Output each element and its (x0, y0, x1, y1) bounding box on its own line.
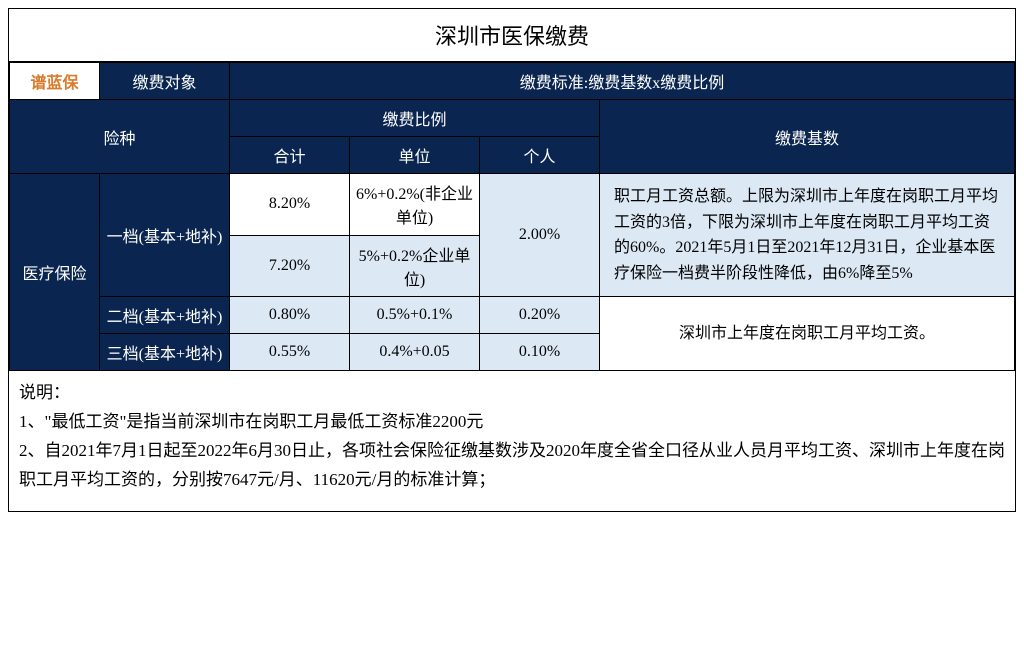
header-insurance-type: 险种 (10, 100, 230, 174)
tier2-label: 二档(基本+地补) (100, 297, 230, 334)
header-individual: 个人 (480, 137, 600, 174)
tier1-individual: 2.00% (480, 174, 600, 297)
tier3-company: 0.4%+0.05 (350, 334, 480, 371)
tier1-row1-company: 6%+0.2%(非企业单位) (350, 174, 480, 236)
tier23-base-desc: 深圳市上年度在岗职工月平均工资。 (600, 297, 1015, 371)
notes-line-1: 1、"最低工资"是指当前深圳市在岗职工月最低工资标准2200元 (19, 408, 1005, 437)
tier3-label: 三档(基本+地补) (100, 334, 230, 371)
tier1-row1-total: 8.20% (230, 174, 350, 236)
notes-heading: 说明： (19, 379, 1005, 408)
brand-cell: 谱蓝保 (10, 63, 100, 100)
page-title: 深圳市医保缴费 (9, 9, 1015, 62)
header-ratio: 缴费比例 (230, 100, 600, 137)
header-payer: 缴费对象 (100, 63, 230, 100)
tier2-individual: 0.20% (480, 297, 600, 334)
tier2-company: 0.5%+0.1% (350, 297, 480, 334)
header-total: 合计 (230, 137, 350, 174)
category-medical: 医疗保险 (10, 174, 100, 371)
tier2-total: 0.80% (230, 297, 350, 334)
tier1-row2-company: 5%+0.2%企业单位) (350, 235, 480, 297)
notes-section: 说明： 1、"最低工资"是指当前深圳市在岗职工月最低工资标准2200元 2、自2… (9, 371, 1015, 511)
notes-line-2: 2、自2021年7月1日起至2022年6月30日止，各项社会保险征缴基数涉及20… (19, 437, 1005, 495)
header-base: 缴费基数 (600, 100, 1015, 174)
tier3-total: 0.55% (230, 334, 350, 371)
tier1-label: 一档(基本+地补) (100, 174, 230, 297)
insurance-table: 谱蓝保 缴费对象 缴费标准:缴费基数x缴费比例 险种 缴费比例 缴费基数 合计 … (9, 62, 1015, 371)
tier3-individual: 0.10% (480, 334, 600, 371)
tier1-row2-total: 7.20% (230, 235, 350, 297)
header-standard: 缴费标准:缴费基数x缴费比例 (230, 63, 1015, 100)
tier1-base-desc: 职工月工资总额。上限为深圳市上年度在岗职工月平均工资的3倍，下限为深圳市上年度在… (600, 174, 1015, 297)
header-company: 单位 (350, 137, 480, 174)
